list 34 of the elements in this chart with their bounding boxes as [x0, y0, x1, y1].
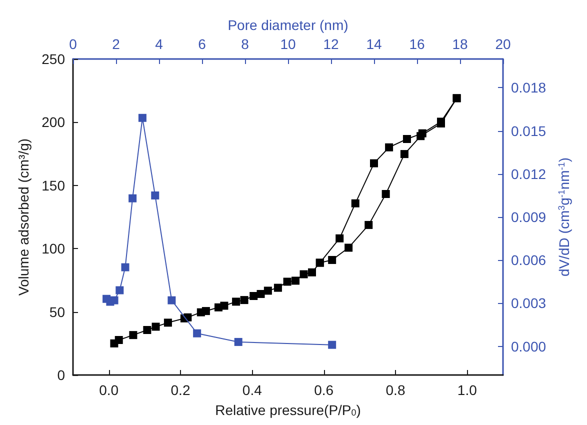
y2-tick-label: 250 [42, 51, 66, 67]
x-tick-label: 0.2 [170, 382, 190, 398]
x2-tick-label: 18 [452, 36, 468, 52]
y-axis-title: dV/dD (cm3g-1nm-1) [556, 157, 572, 277]
y-tick-label: 0.009 [511, 209, 546, 225]
y-tick-label: 0.012 [511, 166, 546, 182]
x2-tick-label: 16 [409, 36, 425, 52]
x-tick-label: 0.6 [314, 382, 334, 398]
x-axis-title: Relative pressure(P/P0) [215, 402, 361, 418]
x-tick-label: 0.8 [386, 382, 406, 398]
x2-tick-label: 14 [366, 36, 382, 52]
x2-tick-label: 20 [495, 36, 511, 52]
x-tick-label: 0.0 [99, 382, 119, 398]
y2-axis-title: Volume adsorbed (cm³/g) [16, 138, 32, 296]
y-tick-label: 0.015 [511, 122, 546, 139]
y2-tick-label: 150 [42, 177, 66, 194]
x-tick-label: 0.4 [242, 382, 262, 398]
x2-tick-label: 8 [241, 36, 250, 52]
x2-tick-label: 6 [198, 36, 206, 52]
y-tick-label: 0.000 [511, 338, 546, 354]
x2-tick-label: 4 [155, 36, 164, 52]
y2-tick-label: 0 [57, 367, 66, 383]
y2-tick-label: 200 [42, 114, 66, 130]
y2-tick-label: 50 [49, 304, 66, 320]
x2-tick-label: 0 [69, 36, 78, 52]
x2-axis-title: Pore diameter (nm) [228, 17, 348, 34]
y-tick-label: 0.003 [511, 295, 546, 312]
x2-tick-label: 2 [112, 36, 120, 52]
x2-tick-label: 10 [280, 36, 296, 52]
x2-tick-label: 12 [323, 36, 339, 52]
y-tick-label: 0.018 [511, 80, 546, 96]
x-tick-label: 1.0 [457, 382, 478, 398]
y-tick-label: 0.006 [511, 252, 546, 268]
y2-tick-label: 100 [42, 240, 66, 257]
